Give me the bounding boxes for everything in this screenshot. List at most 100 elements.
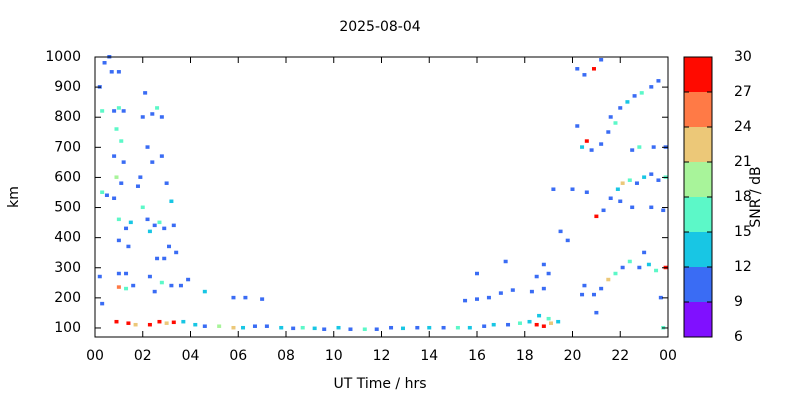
- colorbar-band: [684, 197, 712, 232]
- y-tick-label: 400: [54, 230, 81, 246]
- data-point: [463, 298, 468, 303]
- data-point: [498, 291, 503, 295]
- data-point: [102, 61, 107, 65]
- data-point: [140, 115, 145, 119]
- data-point: [159, 280, 164, 285]
- x-tick-label: 16: [468, 348, 486, 364]
- data-point: [482, 324, 487, 328]
- data-point: [174, 250, 179, 255]
- data-point: [467, 325, 472, 330]
- data-point: [97, 274, 102, 279]
- data-point: [556, 319, 561, 324]
- x-tick-label: 22: [611, 348, 629, 364]
- data-point: [112, 196, 117, 201]
- data-point: [155, 256, 160, 261]
- data-point: [613, 271, 618, 276]
- data-point: [112, 154, 117, 158]
- x-tick-label: 06: [229, 348, 247, 364]
- x-tick-label: 18: [516, 348, 534, 364]
- colorbar-tick-label: 9: [734, 294, 743, 310]
- data-point: [143, 91, 148, 95]
- data-point: [591, 292, 596, 297]
- data-point: [124, 271, 129, 276]
- data-point: [541, 324, 546, 328]
- y-axis-label: km: [6, 186, 22, 208]
- data-point: [627, 259, 632, 264]
- data-point: [491, 322, 496, 327]
- y-tick-label: 200: [54, 290, 81, 306]
- x-tick-label: 14: [420, 348, 438, 364]
- data-point: [529, 289, 534, 294]
- colorbar: 6 9 12 15 18 21 24 27 30: [684, 49, 752, 345]
- data-point: [181, 319, 186, 324]
- x-tick-label: 20: [564, 348, 582, 364]
- data-point: [202, 289, 207, 294]
- data-point: [606, 130, 611, 134]
- data-point: [322, 327, 327, 331]
- colorbar-tick-label: 30: [734, 49, 752, 65]
- colorbar-tick-label: 6: [734, 329, 743, 345]
- data-point: [570, 187, 575, 191]
- data-point: [558, 229, 563, 234]
- data-point: [116, 70, 121, 74]
- data-point: [164, 181, 169, 185]
- data-point: [119, 139, 124, 143]
- data-point: [400, 326, 405, 331]
- data-point: [625, 100, 630, 104]
- data-point: [506, 322, 511, 327]
- colorbar-band: [684, 92, 712, 127]
- data-point: [155, 106, 160, 110]
- data-point: [145, 217, 150, 222]
- data-point: [599, 142, 604, 146]
- data-point: [649, 205, 654, 210]
- chart-title: 2025-08-04: [339, 19, 420, 35]
- colorbar-band: [684, 302, 712, 337]
- data-point: [135, 184, 140, 188]
- data-point: [138, 175, 143, 179]
- x-tick-label: 00: [86, 348, 104, 364]
- y-tick-label: 800: [54, 109, 81, 125]
- data-point: [114, 127, 119, 131]
- x-tick-label: 08: [277, 348, 295, 364]
- data-point: [510, 288, 515, 292]
- data-point: [656, 79, 661, 83]
- data-point: [260, 297, 265, 301]
- data-point: [133, 322, 138, 327]
- data-point: [637, 145, 642, 149]
- y-tick-label: 700: [54, 139, 81, 155]
- data-point: [121, 160, 126, 164]
- data-point: [241, 325, 246, 330]
- data-point: [658, 295, 663, 300]
- data-point: [159, 115, 164, 119]
- data-point: [202, 324, 207, 328]
- data-point: [116, 285, 121, 289]
- data-point: [415, 325, 420, 330]
- x-tick-label: 12: [373, 348, 391, 364]
- data-point: [114, 319, 119, 324]
- data-point: [116, 271, 121, 276]
- data-point: [126, 244, 131, 249]
- data-point: [116, 238, 121, 243]
- data-point: [601, 208, 606, 213]
- data-point: [594, 214, 599, 219]
- points: [97, 55, 668, 331]
- data-point: [291, 326, 296, 331]
- data-point: [145, 145, 150, 149]
- data-point: [162, 226, 167, 231]
- x-tick-label: 00: [659, 348, 677, 364]
- data-point: [152, 223, 157, 228]
- data-point: [534, 322, 539, 327]
- data-point: [589, 148, 594, 152]
- colorbar-tick-label: 27: [734, 84, 752, 100]
- data-point: [100, 109, 105, 113]
- data-point: [147, 229, 152, 234]
- data-point: [546, 271, 551, 276]
- data-point: [580, 292, 585, 297]
- data-point: [637, 265, 642, 270]
- data-point: [217, 324, 222, 328]
- data-point: [427, 325, 432, 330]
- data-point: [620, 265, 625, 270]
- data-point: [124, 286, 129, 291]
- data-point: [599, 286, 604, 291]
- data-point: [147, 274, 152, 279]
